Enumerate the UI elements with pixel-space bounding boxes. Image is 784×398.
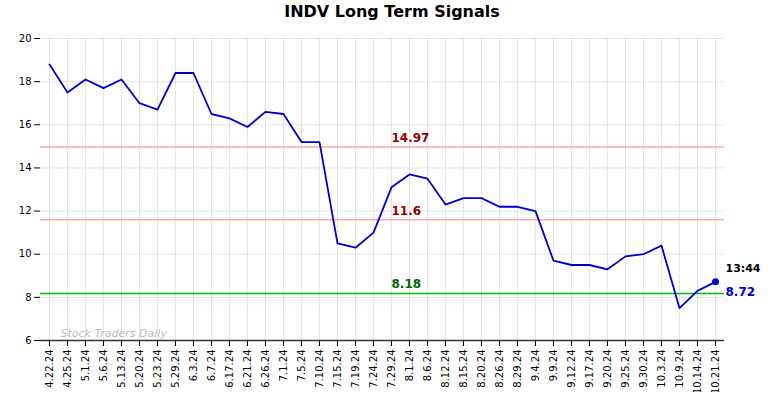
svg-text:8: 8: [25, 292, 31, 303]
svg-text:5.23.24: 5.23.24: [152, 350, 163, 388]
svg-text:7.24.24: 7.24.24: [368, 350, 379, 388]
svg-text:6.3.24: 6.3.24: [188, 350, 199, 382]
svg-text:5.6.24: 5.6.24: [98, 350, 109, 382]
svg-text:8.1.24: 8.1.24: [404, 350, 415, 382]
svg-text:7.29.24: 7.29.24: [386, 350, 397, 388]
svg-text:6.7.24: 6.7.24: [206, 350, 217, 382]
html-text:INDV Long Term Signals: INDV Long Term Signals: [284, 2, 500, 21]
svg-text:9.20.24: 9.20.24: [602, 350, 613, 388]
svg-text:4.25.24: 4.25.24: [62, 350, 73, 388]
svg-text:14.97: 14.97: [392, 131, 430, 145]
svg-text:8.6.24: 8.6.24: [422, 350, 433, 382]
svg-text:6: 6: [25, 335, 31, 346]
svg-text:12: 12: [19, 205, 32, 216]
svg-text:9.25.24: 9.25.24: [620, 350, 631, 388]
svg-text:6.17.24: 6.17.24: [224, 350, 235, 388]
svg-text:9.30.24: 9.30.24: [638, 350, 649, 388]
svg-text:9.17.24: 9.17.24: [584, 350, 595, 388]
svg-text:20: 20: [19, 33, 32, 44]
svg-text:10.21.24: 10.21.24: [710, 350, 721, 393]
svg-text:7.19.24: 7.19.24: [350, 350, 361, 388]
svg-text:10.9.24: 10.9.24: [674, 350, 685, 388]
svg-text:7.1.24: 7.1.24: [278, 350, 289, 382]
svg-text:Stock Traders Daily: Stock Traders Daily: [61, 327, 168, 340]
svg-text:9.4.24: 9.4.24: [530, 350, 541, 382]
svg-text:18: 18: [19, 76, 32, 87]
svg-text:8.20.24: 8.20.24: [476, 350, 487, 388]
svg-text:10: 10: [19, 248, 32, 259]
svg-text:7.5.24: 7.5.24: [296, 350, 307, 382]
svg-text:8.29.24: 8.29.24: [512, 350, 523, 388]
svg-text:8.15.24: 8.15.24: [458, 350, 469, 388]
svg-text:4.22.24: 4.22.24: [44, 350, 55, 388]
svg-text:13:44: 13:44: [726, 262, 761, 275]
svg-text:5.29.24: 5.29.24: [170, 350, 181, 388]
svg-text:8.26.24: 8.26.24: [494, 350, 505, 388]
svg-text:5.13.24: 5.13.24: [116, 350, 127, 388]
svg-text:8.72: 8.72: [726, 285, 756, 299]
svg-text:8.18: 8.18: [392, 277, 422, 291]
svg-text:14: 14: [19, 162, 32, 173]
svg-text:10.3.24: 10.3.24: [656, 350, 667, 388]
svg-text:9.12.24: 9.12.24: [566, 350, 577, 388]
svg-text:5.20.24: 5.20.24: [134, 350, 145, 388]
svg-text:10.14.24: 10.14.24: [692, 350, 703, 393]
svg-text:6.21.24: 6.21.24: [242, 350, 253, 388]
svg-text:11.6: 11.6: [392, 204, 422, 218]
svg-text:16: 16: [19, 119, 32, 130]
svg-text:7.15.24: 7.15.24: [332, 350, 343, 388]
svg-text:5.1.24: 5.1.24: [80, 350, 91, 382]
svg-text:7.10.24: 7.10.24: [314, 350, 325, 388]
svg-text:6.26.24: 6.26.24: [260, 350, 271, 388]
svg-text:8.12.24: 8.12.24: [440, 350, 451, 388]
svg-text:9.9.24: 9.9.24: [548, 350, 559, 382]
